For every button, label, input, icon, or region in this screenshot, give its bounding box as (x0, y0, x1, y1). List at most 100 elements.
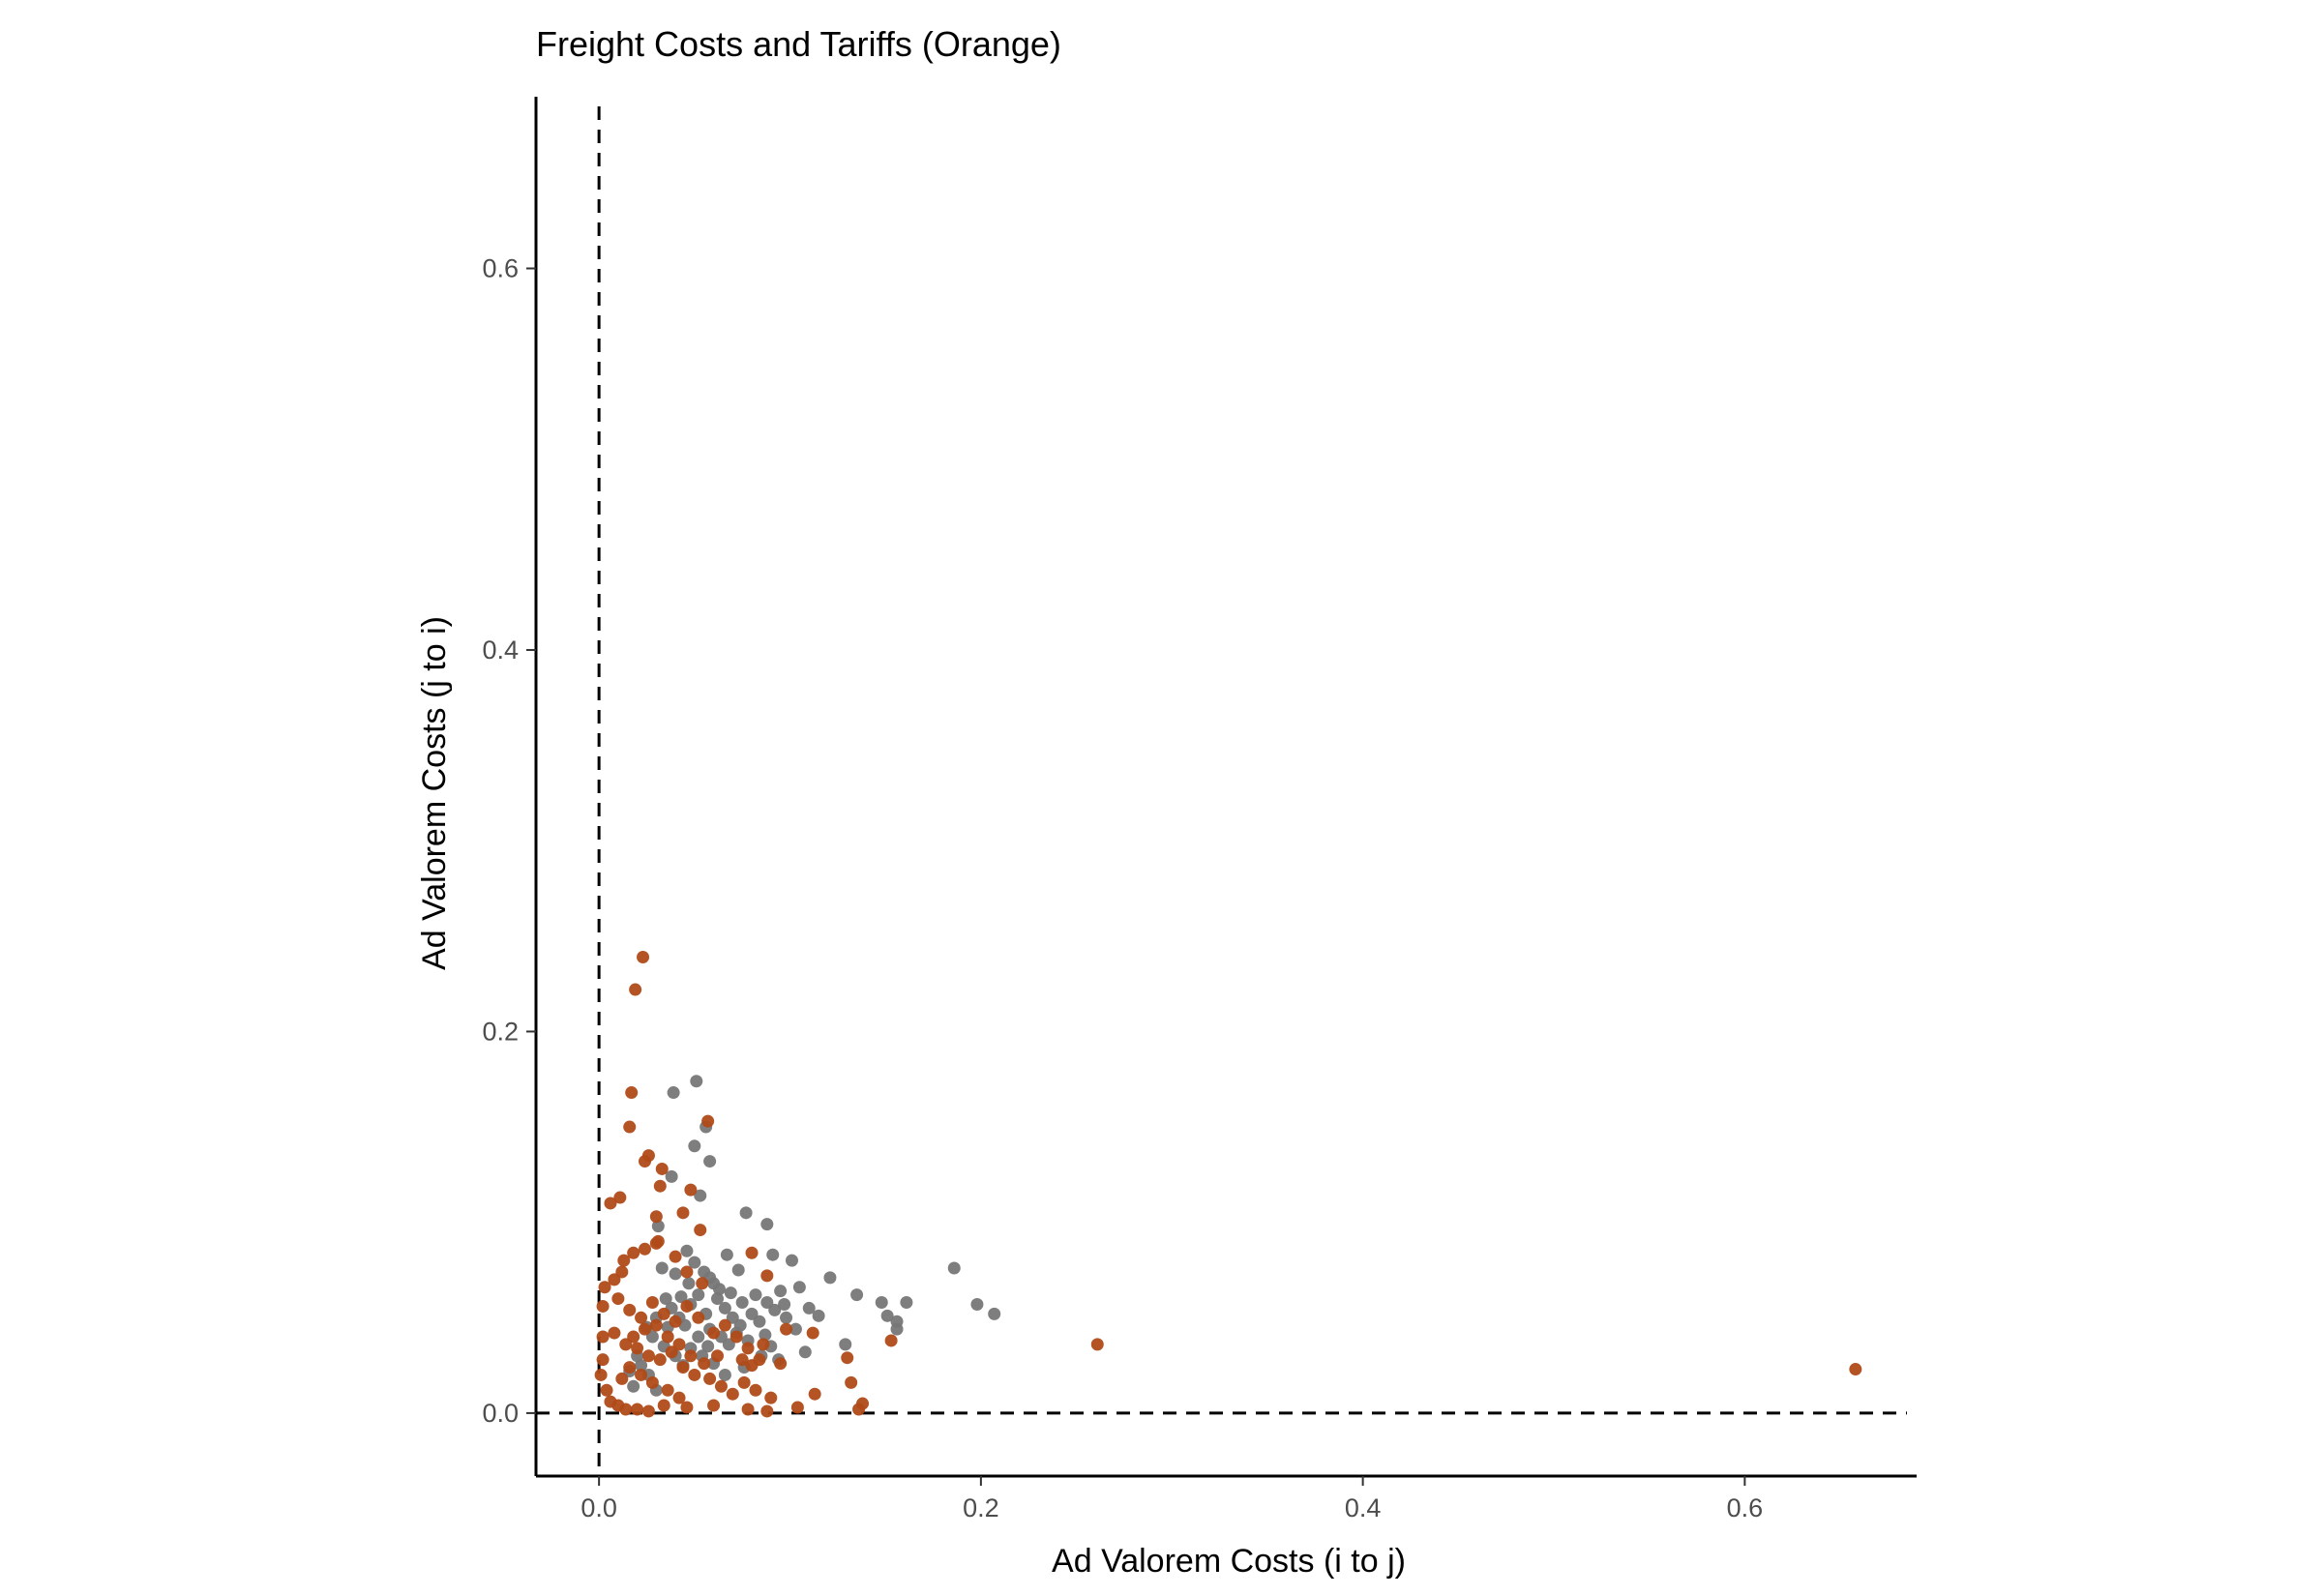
freight-point (655, 1261, 669, 1275)
tariff-point (676, 1361, 690, 1374)
tariff-point (615, 1372, 629, 1385)
tariff-point (645, 1296, 659, 1310)
freight-point (760, 1296, 774, 1310)
tariff-point (714, 1379, 728, 1393)
freight-point (635, 1359, 648, 1373)
tariff-point (749, 1383, 762, 1397)
tariff-point (856, 1397, 870, 1410)
y-tick-label: 0.0 (482, 1399, 519, 1428)
freight-point (798, 1345, 812, 1359)
freight-point (694, 1189, 707, 1202)
freight-point (726, 1311, 739, 1324)
tariff-point (680, 1265, 694, 1279)
tariff-point (701, 1114, 715, 1128)
freight-point (789, 1322, 802, 1336)
freight-point (785, 1254, 798, 1267)
tariff-point (672, 1338, 686, 1351)
tariff-point (623, 1361, 637, 1374)
tariff-point (737, 1375, 751, 1389)
tariff-point (729, 1330, 743, 1344)
tariff-point (655, 1162, 669, 1175)
tariff-point (641, 1349, 655, 1363)
tariff-point (676, 1206, 690, 1220)
tariff-point (623, 1303, 637, 1316)
tariff-point (645, 1375, 659, 1389)
tariff-point (661, 1383, 674, 1397)
tariff-point (627, 1246, 640, 1259)
tariff-point (619, 1403, 633, 1416)
tariff-point (639, 1242, 652, 1256)
tariff-point (651, 1234, 665, 1248)
tariff-point (619, 1338, 633, 1351)
tariff-point (598, 1281, 611, 1294)
tariff-point (718, 1318, 731, 1332)
freight-point (690, 1075, 703, 1088)
freight-point (720, 1248, 733, 1261)
freight-point (739, 1206, 753, 1220)
tariff-point (780, 1322, 793, 1336)
tariff-point (760, 1269, 774, 1283)
freight-point (760, 1218, 774, 1231)
tariff-point (653, 1179, 667, 1193)
tariff-point (692, 1311, 705, 1324)
tariff-point (745, 1246, 759, 1259)
freight-point (692, 1330, 705, 1344)
tariff-point (661, 1330, 674, 1344)
tariff-point (806, 1326, 819, 1340)
freight-point (627, 1379, 640, 1393)
freight-point (749, 1288, 762, 1302)
tariff-point (774, 1357, 788, 1371)
tariff-point (639, 1322, 652, 1336)
freight-point (900, 1296, 913, 1310)
freight-point (839, 1338, 852, 1351)
freight-point (890, 1322, 904, 1336)
x-tick-label: 0.4 (1345, 1493, 1382, 1522)
tariff-point (684, 1349, 698, 1363)
tariff-point (1849, 1363, 1862, 1376)
tariff-point (726, 1387, 739, 1401)
freight-point (970, 1297, 984, 1311)
freight-point (682, 1277, 696, 1290)
chart-title: Freight Costs and Tariffs (Orange) (536, 24, 1061, 64)
freight-point (745, 1307, 759, 1320)
tariff-point (698, 1357, 711, 1371)
tariff-point (711, 1349, 725, 1363)
freight-point (711, 1292, 725, 1306)
freight-point (774, 1285, 788, 1298)
freight-point (988, 1307, 1001, 1320)
freight-point (665, 1169, 678, 1183)
freight-point (712, 1283, 726, 1296)
x-tick-label: 0.6 (1727, 1493, 1764, 1522)
y-tick-label: 0.4 (482, 635, 519, 665)
tariff-point (657, 1307, 670, 1320)
tariff-point (672, 1391, 686, 1404)
tariff-point (694, 1224, 707, 1237)
tariff-point (707, 1399, 721, 1412)
y-tick-label: 0.2 (482, 1017, 519, 1046)
x-tick-label: 0.2 (963, 1493, 999, 1522)
tariff-point (613, 1191, 627, 1204)
freight-point (766, 1248, 780, 1261)
tariff-point (608, 1326, 621, 1340)
x-tick-label: 0.0 (580, 1493, 617, 1522)
freight-point (792, 1281, 806, 1294)
freight-point (667, 1086, 680, 1100)
tariff-point (649, 1210, 663, 1224)
tariff-point (649, 1318, 663, 1332)
freight-point (759, 1328, 772, 1342)
tariff-point (680, 1299, 694, 1313)
tariff-point (703, 1372, 717, 1385)
freight-point (724, 1286, 737, 1300)
y-axis-label: Ad Valorem Costs (j to i) (416, 616, 453, 970)
tariff-point (680, 1401, 694, 1414)
freight-point (768, 1303, 782, 1316)
freight-point (753, 1315, 766, 1328)
tariff-point (735, 1353, 749, 1367)
tariff-point (596, 1353, 610, 1367)
tariff-point (629, 983, 642, 996)
freight-point (678, 1318, 692, 1332)
tariff-point (635, 1311, 648, 1324)
freight-point (718, 1301, 731, 1315)
tariff-point (611, 1292, 625, 1306)
